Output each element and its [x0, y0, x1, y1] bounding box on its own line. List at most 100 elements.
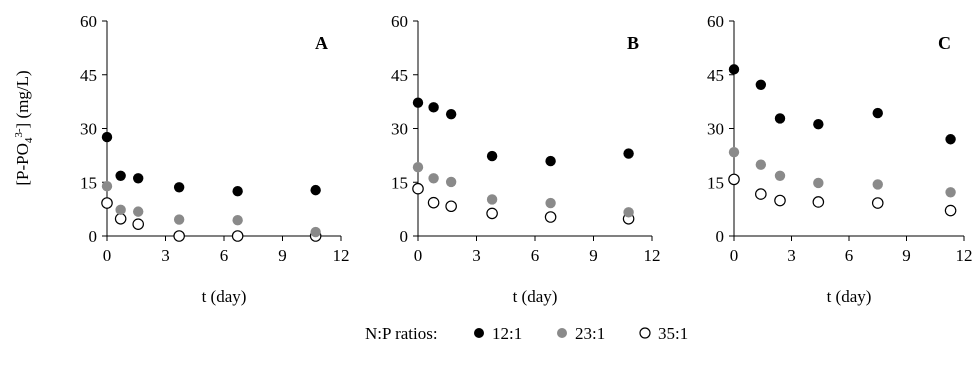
data-point-35-1	[114, 213, 127, 225]
x-tick-label: 12	[956, 246, 973, 265]
data-point-12-1	[173, 182, 185, 193]
data-point-12-1	[232, 186, 243, 197]
data-point-12-1	[445, 108, 457, 120]
data-point-35-1	[544, 211, 557, 223]
data-point-12-1	[412, 97, 424, 108]
y-axis-label: [P-PO43-] (mg/L)	[13, 70, 35, 185]
x-tick-label: 0	[414, 246, 423, 265]
panel-c: 0 15 30 45 60 0 3 6 9 12 t (day) C	[707, 12, 973, 306]
y-tick-label: 60	[707, 12, 724, 31]
legend-label: 12:1	[492, 324, 522, 343]
data-point-23-1	[310, 226, 321, 238]
legend-item-35-1: 35:1	[639, 324, 688, 343]
data-point-23-1	[755, 159, 767, 170]
data-point-35-1	[445, 200, 457, 213]
data-point-23-1	[173, 214, 185, 225]
data-point-12-1	[428, 102, 439, 113]
y-axis-label-subscript: 4	[23, 137, 35, 143]
legend-marker	[639, 327, 651, 339]
data-point-12-1	[728, 64, 740, 75]
data-point-23-1	[101, 180, 113, 192]
data-point-35-1	[486, 207, 498, 220]
legend-label: 23:1	[575, 324, 605, 343]
x-axis-label: t (day)	[513, 287, 558, 306]
data-point-12-1	[545, 155, 556, 167]
data-point-35-1	[755, 188, 767, 200]
y-tick-label: 0	[89, 227, 98, 246]
data-point-35-1	[132, 218, 144, 230]
panel-label: C	[938, 33, 951, 53]
data-point-35-1	[774, 194, 786, 207]
data-point-12-1	[623, 148, 634, 159]
data-point-23-1	[412, 162, 424, 173]
x-tick-label: 9	[902, 246, 911, 265]
x-tick-label: 3	[161, 246, 170, 265]
y-tick-label: 15	[80, 173, 97, 192]
y-tick-label: 30	[707, 120, 724, 139]
data-point-23-1	[428, 173, 439, 184]
data-point-35-1	[231, 230, 244, 242]
data-point-23-1	[945, 187, 956, 198]
legend-item-12-1: 12:1	[474, 324, 522, 343]
legend-label: 35:1	[658, 324, 688, 343]
data-point-12-1	[813, 119, 824, 130]
data-point-12-1	[755, 79, 767, 90]
x-tick-label: 6	[220, 246, 229, 265]
data-point-35-1	[101, 197, 113, 209]
y-tick-label: 60	[391, 12, 408, 31]
x-tick-label: 0	[103, 246, 112, 265]
x-tick-label: 3	[787, 246, 796, 265]
y-tick-label: 45	[707, 66, 724, 85]
y-tick-label: 15	[707, 173, 724, 192]
data-point-35-1	[427, 196, 440, 209]
data-point-12-1	[133, 173, 144, 184]
y-tick-label: 30	[391, 120, 408, 139]
data-point-12-1	[486, 150, 498, 162]
data-point-23-1	[872, 179, 883, 190]
data-point-23-1	[133, 206, 144, 217]
data-point-35-1	[812, 196, 825, 208]
data-point-12-1	[310, 184, 321, 196]
y-axis-label-tail: ] (mg/L)	[13, 70, 32, 128]
y-tick-label: 45	[80, 66, 97, 85]
data-point-12-1	[115, 170, 126, 181]
y-axis-label-superscript: 3-	[13, 128, 25, 138]
x-axis-label: t (day)	[202, 287, 247, 306]
panel-label: B	[627, 33, 639, 53]
data-point-12-1	[774, 113, 786, 124]
legend-marker	[557, 328, 567, 338]
x-tick-label: 9	[278, 246, 287, 265]
x-tick-label: 0	[730, 246, 739, 265]
legend-item-23-1: 23:1	[557, 324, 605, 343]
y-tick-label: 30	[80, 120, 97, 139]
data-point-23-1	[545, 197, 556, 209]
y-tick-label: 15	[391, 173, 408, 192]
data-point-35-1	[412, 182, 424, 195]
data-point-23-1	[813, 177, 824, 189]
x-axis-label: t (day)	[827, 287, 872, 306]
legend-marker	[474, 328, 484, 338]
data-point-23-1	[774, 170, 786, 181]
x-tick-label: 3	[472, 246, 481, 265]
data-point-23-1	[486, 194, 498, 205]
data-point-35-1	[728, 173, 740, 186]
data-point-23-1	[623, 207, 634, 218]
x-tick-label: 6	[531, 246, 540, 265]
data-point-23-1	[115, 204, 126, 216]
panel-a: 0 15 30 45 60 0 3 6 9 12 t (day) A	[80, 12, 350, 306]
y-tick-label: 0	[400, 227, 409, 246]
panel-label: A	[315, 33, 328, 53]
x-tick-label: 12	[333, 246, 350, 265]
y-tick-label: 45	[391, 66, 408, 85]
y-tick-label: 0	[716, 227, 725, 246]
data-point-35-1	[173, 230, 185, 242]
data-point-12-1	[101, 131, 113, 143]
data-point-35-1	[871, 197, 884, 209]
data-point-35-1	[944, 204, 957, 217]
y-axis-label-main: [P-PO	[13, 143, 32, 186]
data-point-23-1	[232, 215, 243, 226]
legend-items: 12:1 23:1 35:1	[474, 324, 688, 343]
panel-b: 0 15 30 45 60 0 3 6 9 12 t (day) B	[391, 12, 661, 306]
